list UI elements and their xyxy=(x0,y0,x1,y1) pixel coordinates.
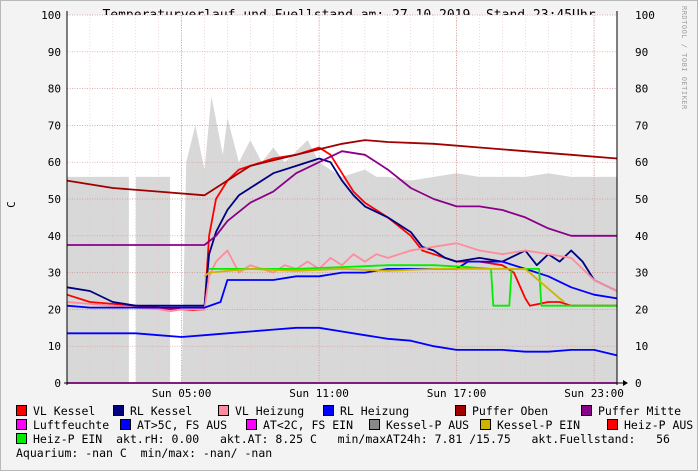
legend-swatch xyxy=(581,405,592,416)
x-tick-label: Sun 05:00 xyxy=(152,387,212,400)
status-readings: akt.rH: 0.00 akt.AT: 8.25 C min/maxAT24h… xyxy=(102,432,670,446)
legend-label: Kessel-P AUS xyxy=(386,418,470,432)
y-tick-label-right: 90 xyxy=(635,46,648,59)
legend-label: Puffer Oben xyxy=(472,404,549,418)
series-line xyxy=(209,264,617,307)
legend-label: Kessel-P EIN xyxy=(497,418,581,432)
series-line xyxy=(66,157,618,307)
y-tick-label-left: 80 xyxy=(48,83,61,96)
legend-label: Heiz-P AUS xyxy=(624,418,694,432)
series-line xyxy=(67,326,618,357)
y-tick-label-left: 60 xyxy=(48,156,61,169)
x-axis-arrow xyxy=(623,380,628,386)
legend-item: Kessel-P EIN xyxy=(480,418,607,432)
y-tick-label-right: 40 xyxy=(635,230,648,243)
series-line xyxy=(66,260,618,309)
y-tick-label-right: 20 xyxy=(635,303,648,316)
legend-swatch xyxy=(16,419,27,430)
legend-swatch xyxy=(607,419,618,430)
legend-label: AT<2C, FS EIN xyxy=(263,418,354,432)
legend-item: Heiz-P EIN xyxy=(16,432,102,446)
legend-label: Puffer Mitte xyxy=(598,404,682,418)
legend-item: AT>5C, FS AUS xyxy=(120,418,246,432)
legend-swatch xyxy=(16,433,27,444)
legend-swatch xyxy=(455,405,466,416)
legend-label: Heiz-P EIN xyxy=(33,432,103,446)
legend-item: Puffer Oben xyxy=(455,404,581,418)
legend-item: Kessel-P AUS xyxy=(369,418,480,432)
status-row-1: Heiz-P EIN akt.rH: 0.00 akt.AT: 8.25 C m… xyxy=(16,432,696,446)
legend-item: RL Heizung xyxy=(323,404,455,418)
y-tick-label-left: 40 xyxy=(48,230,61,243)
legend-label: RL Heizung xyxy=(340,404,410,418)
humidity-area xyxy=(67,96,617,383)
legend-item: Luftfeuchte xyxy=(16,418,120,432)
series-line xyxy=(66,139,618,197)
legend-swatch xyxy=(120,419,131,430)
legend-swatch xyxy=(369,419,380,430)
legend-swatch xyxy=(480,419,491,430)
legend-item: VL Kessel xyxy=(16,404,113,418)
legend-item: Puffer Mitte xyxy=(581,404,681,418)
x-tick-label: Sun 23:00 xyxy=(564,387,624,400)
x-tick-label: Sun 11:00 xyxy=(289,387,349,400)
y-tick-label-left: 30 xyxy=(48,267,61,280)
y-tick-label-left: 90 xyxy=(48,46,61,59)
legend-item: AT<2C, FS EIN xyxy=(246,418,369,432)
y-tick-label-left: 20 xyxy=(48,303,61,316)
legend-item: RL Kessel xyxy=(113,404,218,418)
x-tick-label: Sun 17:00 xyxy=(427,387,487,400)
y-tick-label-left: 70 xyxy=(48,119,61,132)
series-line xyxy=(203,267,565,303)
legend-swatch xyxy=(113,405,124,416)
y-tick-label-left: 100 xyxy=(41,9,61,22)
y-tick-label-right: 0 xyxy=(635,377,642,390)
chart-plot: 0 0 10 10 20 20 30 30 40 40 50 50 60 60 70 70 80 80 90 90 10… xyxy=(41,9,655,400)
y-tick-label-right: 100 xyxy=(635,9,655,22)
legend-swatch xyxy=(16,405,27,416)
y-tick-label-right: 30 xyxy=(635,267,648,280)
status-row-2: Aquarium: -nan C min/max: -nan/ -nan xyxy=(16,446,696,460)
legend-item: Heiz-P AUS xyxy=(607,418,693,432)
series-line xyxy=(67,150,617,246)
y-tick-label-left: 0 xyxy=(54,377,61,390)
legend-label: Luftfeuchte xyxy=(33,418,110,432)
rrdtool-watermark: RRDTOOL / TOBI OETIKER xyxy=(680,6,688,110)
y-tick-label-right: 50 xyxy=(635,193,648,206)
y-tick-label-left: 10 xyxy=(48,340,61,353)
legend-label: VL Heizung xyxy=(235,404,305,418)
y-tick-label-right: 80 xyxy=(635,83,648,96)
y-tick-label-right: 60 xyxy=(635,156,648,169)
y-tick-label-right: 70 xyxy=(635,119,648,132)
aquarium-status: Aquarium: -nan C min/max: -nan/ -nan xyxy=(16,446,273,460)
legend-swatch xyxy=(218,405,229,416)
legend-row-1: VL Kessel RL Kessel VL Heizung RL Heizung Pu… xyxy=(16,404,696,418)
legend-row-2: Luftfeuchte AT>5C, FS AUS AT<2C, FS EIN Kes… xyxy=(16,418,696,432)
legend-item: VL Heizung xyxy=(218,404,323,418)
legend-swatch xyxy=(246,419,257,430)
legend-swatch xyxy=(323,405,334,416)
y-tick-label-left: 50 xyxy=(48,193,61,206)
y-tick-label-right: 10 xyxy=(635,340,648,353)
legend: VL Kessel RL Kessel VL Heizung RL Heizung Pu… xyxy=(16,404,696,460)
series-line xyxy=(66,242,618,313)
legend-label: VL Kessel xyxy=(33,404,96,418)
legend-label: AT>5C, FS AUS xyxy=(137,418,228,432)
legend-label: RL Kessel xyxy=(130,404,193,418)
